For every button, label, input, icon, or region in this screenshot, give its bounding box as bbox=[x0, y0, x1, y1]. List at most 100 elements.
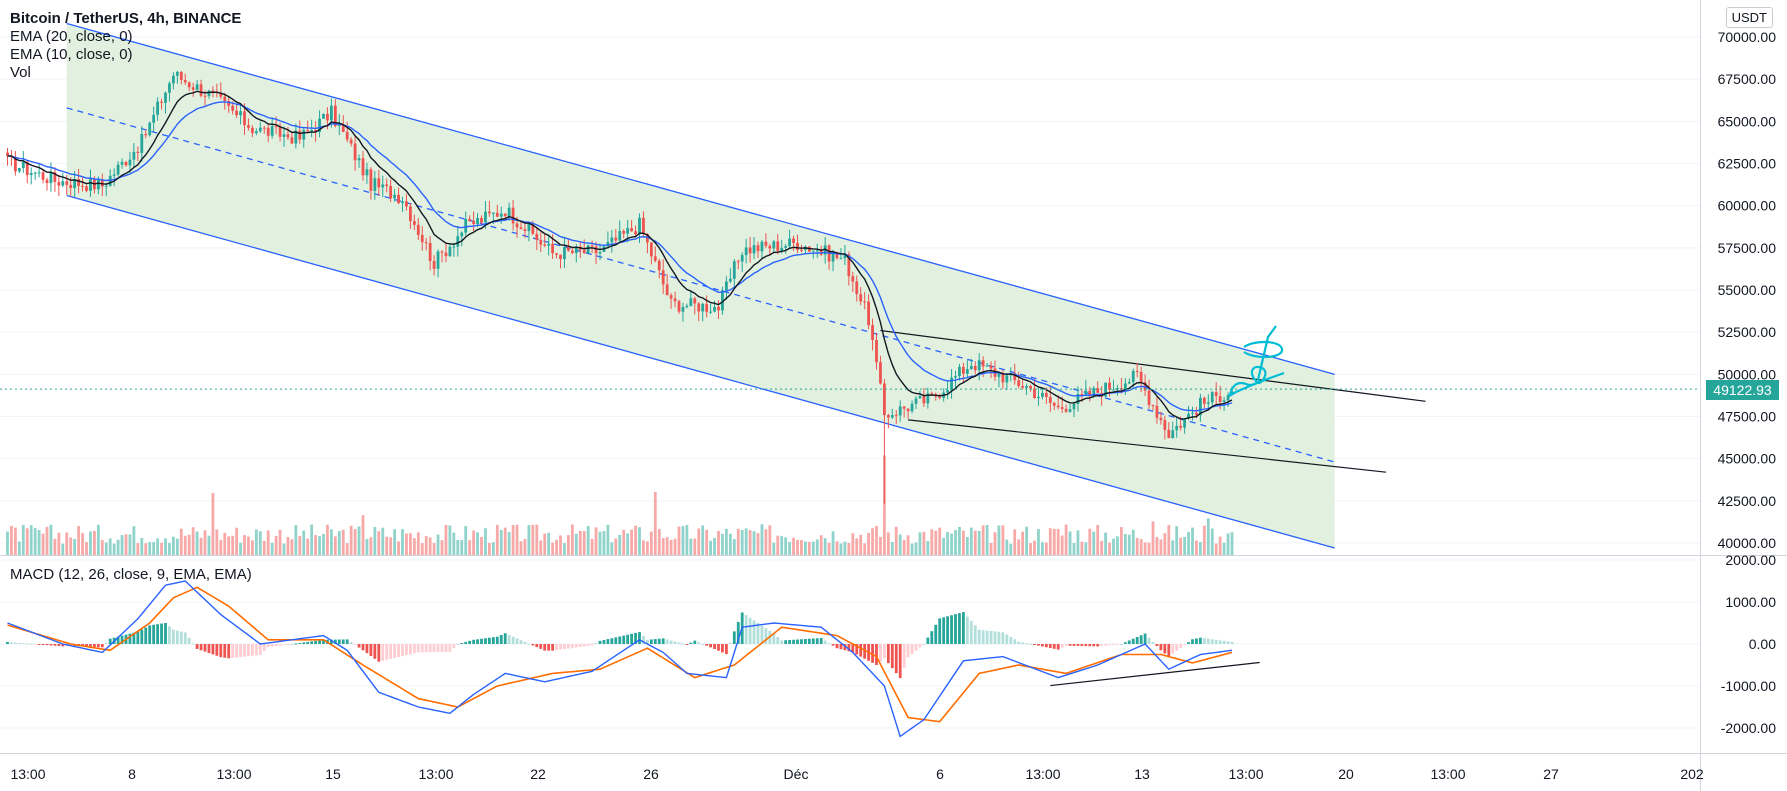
time-axis-label: 13:00 bbox=[1430, 766, 1465, 782]
macd-trendline[interactable] bbox=[1050, 661, 1260, 687]
macd-histogram-bar bbox=[405, 644, 408, 656]
macd-histogram-bar bbox=[819, 638, 823, 644]
macd-histogram-bar bbox=[772, 633, 776, 644]
volume-legend[interactable]: Vol bbox=[10, 64, 31, 81]
volume-bar bbox=[1131, 529, 1135, 556]
time-axis[interactable]: 13:00 8 13:00 15 13:00 22 26 Déc 6 13:00 13 13:00 20… bbox=[10, 766, 1703, 782]
macd-histogram-bar bbox=[693, 640, 697, 644]
candle-body bbox=[997, 373, 1001, 377]
channel-upper-line[interactable] bbox=[66, 22, 1335, 375]
macd-histogram-bar bbox=[582, 644, 586, 647]
macd-histogram-bar bbox=[946, 616, 949, 644]
macd-histogram-bar bbox=[1072, 644, 1076, 646]
macd-histogram-bar bbox=[535, 644, 539, 648]
candle-body bbox=[1033, 388, 1036, 399]
macd-histogram-bar bbox=[409, 644, 412, 655]
volume-bar bbox=[954, 530, 957, 556]
ema20-legend[interactable]: EMA (20, close, 0) bbox=[10, 28, 133, 45]
candle-body bbox=[120, 161, 124, 165]
macd-histogram-bar bbox=[108, 638, 112, 644]
candle-body bbox=[922, 396, 926, 404]
time-axis-label: 6 bbox=[936, 766, 944, 782]
candle-body bbox=[144, 134, 148, 136]
macd-histogram-bar bbox=[85, 644, 88, 647]
candle-body bbox=[1068, 409, 1072, 412]
macd-histogram-bar bbox=[1112, 644, 1115, 645]
macd-histogram-bar bbox=[855, 644, 859, 655]
candle-body bbox=[172, 75, 175, 84]
price-axis-label: 42500.00 bbox=[1718, 493, 1777, 509]
macd-histogram-bar bbox=[381, 644, 385, 661]
annotation-stroke[interactable] bbox=[1256, 325, 1277, 381]
currency-badge[interactable]: USDT bbox=[1725, 7, 1773, 28]
candle-body bbox=[507, 207, 511, 217]
candle-body bbox=[175, 71, 179, 76]
candle-body bbox=[709, 311, 712, 313]
macd-histogram-bar bbox=[697, 642, 701, 644]
volume-bar bbox=[930, 529, 934, 556]
candle-body bbox=[685, 305, 689, 308]
macd-histogram-bar bbox=[657, 638, 661, 644]
macd-histogram-bar bbox=[503, 633, 507, 644]
price-axis-label: 47500.00 bbox=[1718, 409, 1777, 425]
volume-bar bbox=[634, 525, 637, 556]
macd-histogram-bar bbox=[258, 644, 262, 655]
volume-bar bbox=[531, 524, 535, 556]
candle-body bbox=[732, 261, 736, 279]
annotation-ellipse[interactable] bbox=[1243, 340, 1284, 359]
macd-histogram-bar bbox=[468, 640, 472, 644]
macd-line[interactable] bbox=[7, 580, 1233, 738]
macd-signal-line[interactable] bbox=[7, 586, 1233, 723]
macd-histogram-bar bbox=[227, 644, 231, 659]
volume-bar bbox=[239, 542, 242, 556]
macd-histogram-bar bbox=[302, 642, 306, 644]
macd-histogram-bar bbox=[401, 644, 404, 657]
candle-body bbox=[1052, 402, 1056, 406]
volume-bar bbox=[191, 527, 195, 556]
candle-body bbox=[760, 241, 764, 252]
candle-body bbox=[381, 184, 385, 188]
wedge-upper-line[interactable] bbox=[880, 329, 1426, 402]
annotation-loop[interactable] bbox=[1250, 365, 1267, 385]
candle-body bbox=[1025, 386, 1028, 388]
macd-histogram-bar bbox=[345, 639, 349, 644]
channel-lower-line[interactable] bbox=[66, 194, 1335, 549]
macd-legend[interactable]: MACD (12, 26, close, 9, EMA, EMA) bbox=[10, 566, 252, 583]
candle-body bbox=[456, 236, 460, 247]
candle-body bbox=[247, 125, 250, 128]
wedge-lower-line[interactable] bbox=[908, 419, 1387, 473]
annotation-curve[interactable] bbox=[1228, 379, 1261, 396]
volume-bar bbox=[985, 524, 989, 556]
candle-body bbox=[871, 325, 874, 340]
time-axis-label: 20 bbox=[1338, 766, 1354, 782]
candle-body bbox=[646, 234, 649, 243]
volume-bar bbox=[148, 542, 152, 556]
macd-histogram-bar bbox=[622, 635, 626, 644]
candle-body bbox=[965, 369, 969, 374]
macd-histogram-bar bbox=[1084, 644, 1088, 647]
candle-body bbox=[946, 390, 949, 393]
macd-histogram-bar bbox=[570, 644, 574, 649]
volume-bar bbox=[1001, 525, 1005, 556]
ema10-legend[interactable]: EMA (10, close, 0) bbox=[10, 46, 133, 63]
macd-histogram-bar bbox=[642, 635, 645, 644]
candle-body bbox=[1080, 393, 1084, 395]
macd-histogram-bar bbox=[1056, 644, 1060, 650]
candle-body bbox=[1088, 390, 1092, 397]
volume-bar bbox=[752, 531, 756, 556]
macd-histogram-bar bbox=[673, 641, 677, 644]
macd-histogram-bar bbox=[934, 624, 938, 644]
macd-histogram-bar bbox=[144, 627, 148, 644]
candle-body bbox=[484, 211, 487, 223]
candle-body bbox=[353, 143, 357, 161]
macd-histogram-bar bbox=[428, 644, 432, 653]
candle-body bbox=[96, 179, 100, 190]
annotation-drawing[interactable] bbox=[1228, 325, 1285, 397]
volume-bar bbox=[85, 542, 88, 556]
macd-histogram-bar bbox=[440, 644, 444, 653]
ema10-line[interactable] bbox=[7, 90, 1233, 420]
price-axis[interactable]: 70000.00 67500.00 65000.00 62500.00 60000.00… bbox=[1718, 29, 1777, 736]
volume-bar bbox=[1025, 526, 1028, 556]
